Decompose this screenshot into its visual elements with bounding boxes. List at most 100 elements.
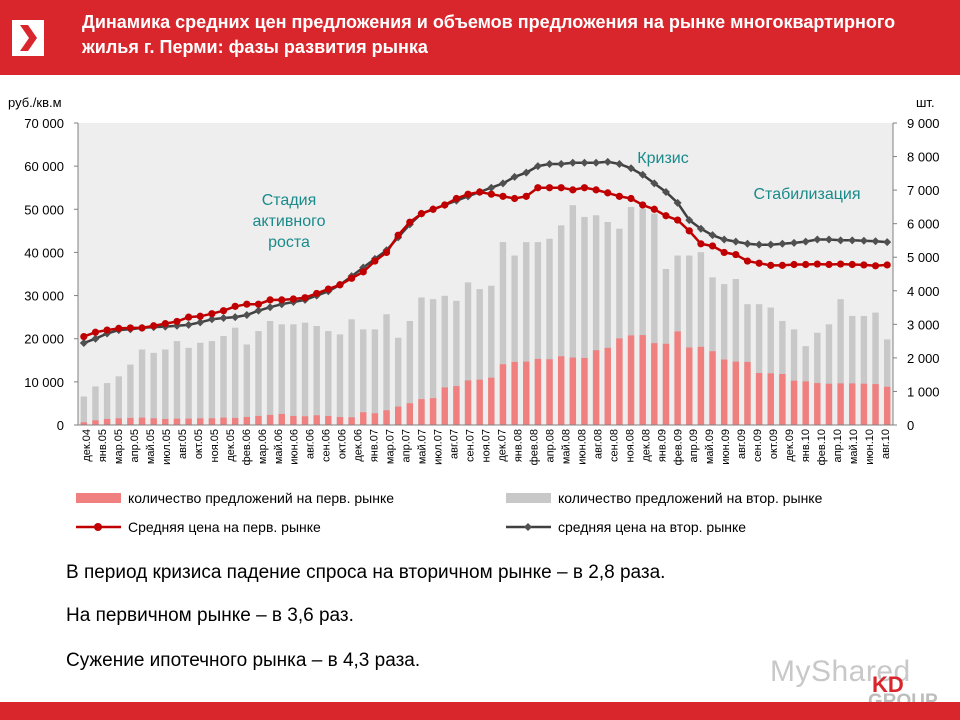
bar-secondary-market [872,312,879,425]
x-tick-label: май.10 [848,429,860,464]
page-title: Динамика средних цен предложения и объем… [82,12,896,57]
bar-secondary-market [325,331,332,425]
bar-secondary-market [627,206,635,425]
marker-secondary-price [266,303,275,312]
x-tick-label: май.05 [145,429,157,464]
bar-secondary-market [185,347,192,425]
line-primary-price [83,186,888,338]
bar-secondary-market [173,341,181,425]
annotation-line: Стадия [262,192,317,209]
marker-secondary-price [848,236,857,245]
marker-primary-price [348,274,356,282]
x-tick-label: фев.10 [816,429,828,465]
marker-primary-price [592,186,600,194]
marker-secondary-price [836,236,845,245]
marker-primary-price [732,250,740,259]
x-tick-label: авг.07 [449,429,461,459]
y-tick-label-left: 0 [57,418,64,433]
bar-secondary-market [348,319,355,425]
bar-secondary-market [255,331,262,425]
y-tick-label-right: 6 000 [907,217,940,232]
x-tick-label: сен.08 [608,429,620,462]
bar-secondary-market [453,300,460,425]
bar-primary-market [278,413,285,425]
marker-primary-price [196,312,204,320]
bar-primary-market [744,361,751,425]
bar-primary-market [825,383,833,425]
bar-secondary-market [860,315,868,425]
bar-secondary-market [476,289,483,425]
legend-label: средняя цена на втор. рынке [558,519,746,535]
x-tick-label: окт.06 [337,429,349,459]
marker-secondary-price [627,164,636,173]
marker-primary-price [837,260,845,268]
legend-swatch [506,493,551,503]
bar-secondary-market [651,213,658,425]
marker-primary-price [639,201,647,209]
marker-primary-price [825,260,833,269]
bar-secondary-market [278,324,285,425]
bar-primary-market [266,414,274,425]
x-tick-label: янв.08 [512,429,524,462]
marker-secondary-price [766,240,775,249]
bar-primary-market [150,418,157,425]
y-axis-right-label: шт. [916,95,935,110]
y-tick-label-left: 70 000 [24,116,64,131]
bar-primary-market [674,331,681,425]
x-tick-label: фев.09 [672,429,684,465]
marker-primary-price [499,192,507,200]
bar-secondary-market [441,295,448,425]
x-tick-label: июл.05 [161,429,173,465]
bar-secondary-market [290,324,297,425]
bar-primary-market [779,373,786,425]
marker-primary-price [103,326,111,334]
x-tick-label: сен.07 [465,429,477,462]
marker-secondary-price [79,339,88,348]
bar-secondary-market [488,285,495,425]
bar-primary-market [80,422,88,425]
marker-primary-price [685,227,693,235]
marker-primary-price [266,296,274,304]
marker-secondary-price [196,318,205,327]
x-tick-label: янв.10 [800,429,812,462]
x-tick-label: май.06 [273,429,285,464]
x-tick-label: дек.08 [640,429,652,462]
marker-primary-price [871,262,880,270]
marker-secondary-price [580,158,589,167]
marker-secondary-price [755,240,764,249]
bar-secondary-market [849,315,856,425]
marker-secondary-price [720,235,729,244]
bar-secondary-market [732,279,740,425]
bar-primary-market [348,417,355,425]
bar-secondary-market [755,304,763,425]
marker-secondary-price [661,188,670,197]
bar-primary-market [837,383,844,425]
x-tick-label: мар.06 [257,429,269,464]
x-tick-label: ноя.05 [209,429,221,462]
annotation-line: Кризис [637,150,688,167]
bar-secondary-market [883,339,891,425]
bar-secondary-market [581,216,588,425]
bar-primary-market [604,347,611,425]
bar-secondary-market [383,314,390,425]
bar-primary-market [872,384,879,425]
bar-primary-market [790,380,798,425]
legend-label: количество предложений на втор. рынке [558,490,823,506]
marker-primary-price [662,212,670,220]
marker-primary-price [511,194,519,203]
x-tick-label: апр.09 [688,429,700,462]
marker-secondary-price [615,159,624,168]
bar-secondary-market [686,255,693,425]
bar-primary-market [767,373,774,425]
marker-secondary-price [487,183,496,192]
bar-secondary-market [592,215,600,425]
marker-primary-price [813,260,821,268]
marker-primary-price [848,260,856,269]
marker-primary-price [301,294,309,302]
caption-mortgage-market: Сужение ипотечного рынка – в 4,3 раза. [66,650,421,671]
x-tick-label: фев.06 [241,429,253,465]
marker-secondary-price [592,158,601,167]
bar-primary-market [371,413,379,425]
marker-secondary-price [522,168,531,177]
x-tick-label: июл.07 [433,429,445,465]
